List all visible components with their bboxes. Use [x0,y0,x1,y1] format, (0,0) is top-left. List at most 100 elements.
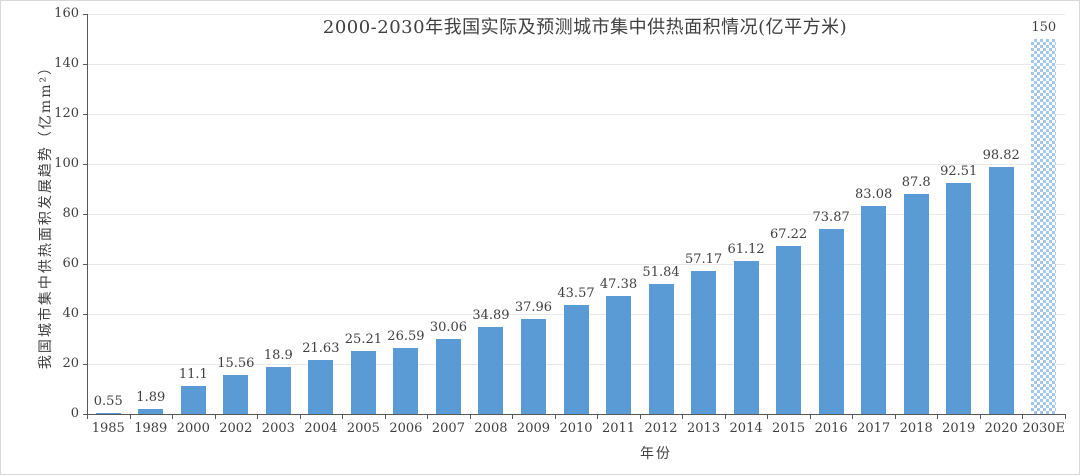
value-label: 1.89 [136,390,166,405]
bar [861,206,887,414]
gridline [87,114,1065,115]
x-tick-mark [342,414,344,419]
bar [223,375,249,414]
bar [1031,39,1057,414]
value-label: 98.82 [982,148,1020,163]
value-label: 25.21 [344,332,382,347]
bar [691,271,717,414]
x-tick-mark [257,414,259,419]
x-tick-mark [724,414,726,419]
y-tick-label: 60 [62,256,79,271]
bar [393,348,419,414]
bar [648,284,674,414]
x-tick-mark [1022,414,1024,419]
x-tick-label: 2015 [772,421,806,436]
y-axis-line [87,14,88,415]
x-tick-mark [384,414,386,419]
x-tick-mark [129,414,131,419]
x-tick-mark [597,414,599,419]
x-axis-line [87,414,1065,415]
bar [818,229,844,414]
value-label: 150 [1031,20,1057,35]
x-tick-mark [852,414,854,419]
value-label: 15.56 [217,356,255,371]
x-tick-mark [214,414,216,419]
x-tick-label: 2004 [304,421,338,436]
x-tick-label: 2008 [474,421,508,436]
gridline [87,214,1065,215]
y-tick-mark [83,364,87,365]
y-tick-label: 120 [54,106,79,121]
y-tick-mark [83,164,87,165]
y-tick-mark [83,64,87,65]
value-label: 11.1 [178,367,208,382]
x-tick-mark [172,414,174,419]
x-tick-label: 1989 [134,421,168,436]
bar [180,386,206,414]
value-label: 83.08 [855,187,893,202]
y-tick-label: 20 [62,356,79,371]
x-tick-mark [682,414,684,419]
y-tick-mark [83,414,87,415]
value-label: 30.06 [429,320,468,335]
bar [946,183,972,414]
x-tick-label: 2017 [857,421,891,436]
value-label: 47.38 [599,277,638,292]
bar [138,409,164,414]
x-axis-title: 年份 [640,446,672,462]
bar [988,167,1014,414]
bar [563,305,589,414]
y-tick-label: 140 [54,56,79,71]
x-tick-label: 2007 [431,421,465,436]
x-tick-mark [767,414,769,419]
value-label: 57.17 [684,252,723,267]
y-tick-mark [83,14,87,15]
value-label: 61.12 [727,242,765,257]
value-label: 21.63 [302,341,340,356]
x-tick-label: 2020 [984,421,1018,436]
x-tick-mark [979,414,981,419]
y-tick-label: 100 [54,156,79,171]
value-label: 92.51 [940,164,978,179]
x-tick-label: 2009 [516,421,551,436]
x-tick-mark [87,414,88,419]
value-label: 34.89 [472,308,510,323]
bar [265,367,291,414]
bar [776,246,802,414]
bar [95,413,121,414]
x-tick-label: 2012 [644,421,678,436]
gridline [87,264,1065,265]
x-tick-mark [299,414,301,419]
value-label: 51.84 [642,265,680,280]
value-label: 43.57 [557,286,595,301]
x-tick-label: 2019 [942,421,976,436]
y-tick-label: 80 [62,206,79,221]
x-tick-label: 2011 [601,421,636,436]
bar [308,360,334,414]
y-tick-mark [83,264,87,265]
y-tick-label: 0 [70,406,79,421]
value-label: 18.9 [263,348,293,363]
value-label: 0.55 [93,394,123,409]
bar [478,327,504,414]
x-tick-label: 2002 [219,421,253,436]
x-tick-mark [809,414,811,419]
gridline [87,164,1065,165]
value-label: 73.87 [812,210,850,225]
x-tick-label: 1985 [91,421,125,436]
y-axis-title: 我国城市集中供热面积发展趋势（亿mm²） [38,58,54,370]
value-label: 67.22 [769,227,808,242]
y-tick-mark [83,214,87,215]
x-tick-mark [937,414,939,419]
gridline [87,64,1065,65]
x-tick-label: 2018 [899,421,933,436]
bar [435,339,461,414]
y-tick-label: 40 [62,306,79,321]
x-tick-label: 2000 [176,421,210,436]
x-tick-mark [427,414,429,419]
y-tick-mark [83,114,87,115]
chart-title: 2000-2030年我国实际及预测城市集中供热面积情况(亿平方米) [322,17,848,38]
bar [903,194,929,414]
x-tick-label: 2030E [1022,421,1066,436]
